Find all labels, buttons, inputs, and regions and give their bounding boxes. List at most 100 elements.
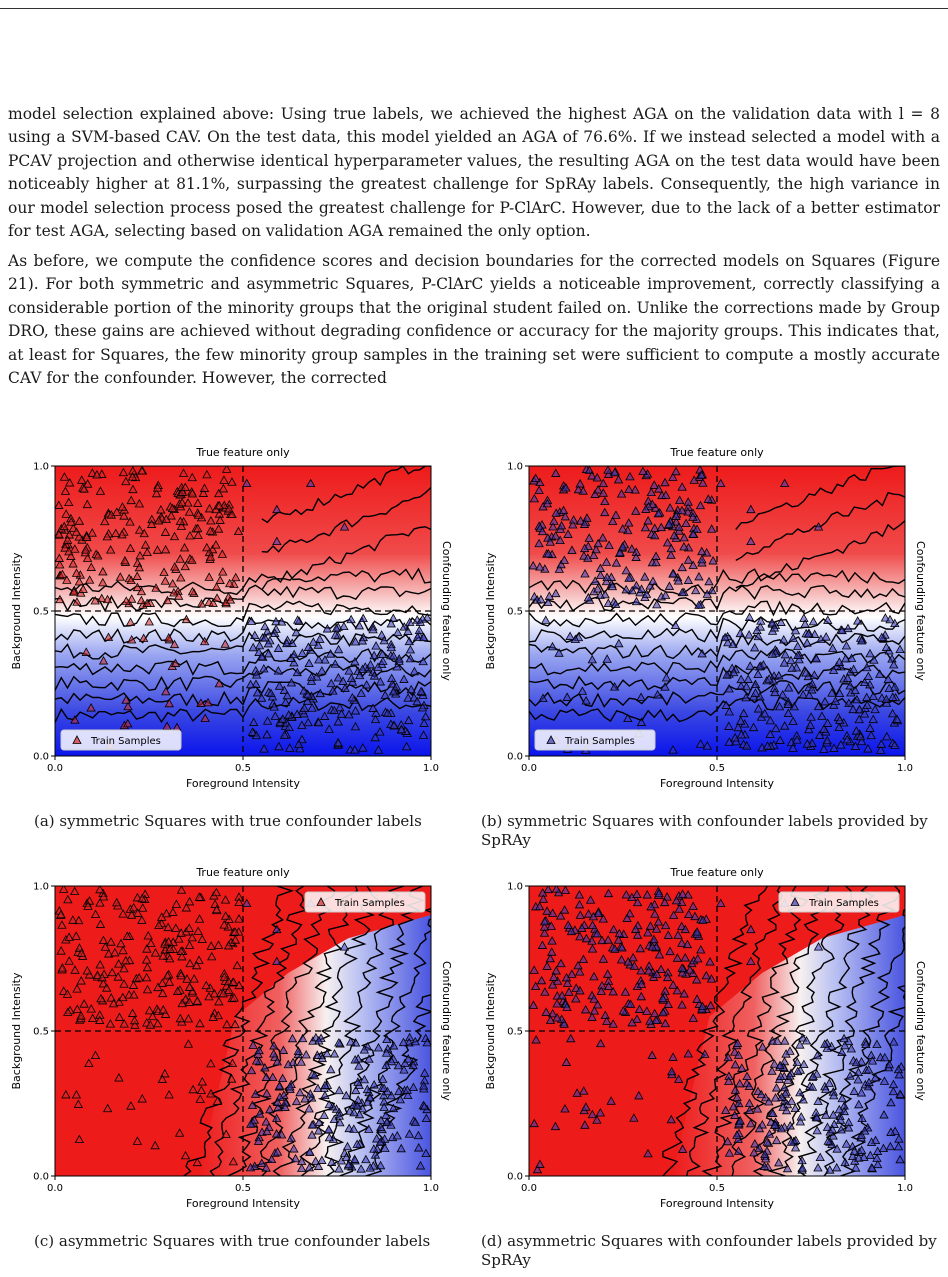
sample-marker xyxy=(266,1154,277,1164)
sample-marker xyxy=(121,695,131,704)
sample-marker xyxy=(841,1139,852,1148)
sample-marker xyxy=(247,727,258,736)
sample-marker xyxy=(785,1046,795,1055)
sample-marker xyxy=(862,692,872,702)
sample-marker xyxy=(176,521,187,530)
sample-marker xyxy=(529,560,538,570)
sample-marker xyxy=(369,1144,379,1153)
sample-marker xyxy=(841,653,851,663)
sample-marker xyxy=(634,1090,644,1100)
sample-marker xyxy=(221,466,232,473)
sample-marker xyxy=(839,1106,849,1116)
sample-marker xyxy=(579,519,590,528)
sample-marker xyxy=(837,1093,847,1103)
sample-marker xyxy=(701,970,711,980)
sample-marker xyxy=(292,615,303,624)
sample-marker xyxy=(666,1114,676,1124)
sample-marker xyxy=(845,1071,855,1080)
sample-marker xyxy=(857,1113,867,1123)
sample-marker xyxy=(716,898,726,907)
sample-marker xyxy=(643,1148,653,1158)
sample-marker xyxy=(567,545,577,554)
sample-marker xyxy=(412,696,422,706)
sample-marker xyxy=(334,1037,344,1047)
sample-marker xyxy=(90,595,100,605)
sample-marker xyxy=(78,584,88,593)
sample-marker xyxy=(212,904,222,914)
sample-marker xyxy=(592,999,603,1009)
sample-marker xyxy=(595,1038,606,1048)
sample-marker xyxy=(79,484,89,493)
sample-marker xyxy=(295,1087,305,1097)
sample-marker xyxy=(157,912,167,921)
sample-marker xyxy=(333,717,343,726)
sample-marker xyxy=(196,1085,207,1095)
sample-marker xyxy=(271,616,281,626)
sample-marker xyxy=(592,472,602,482)
sample-marker xyxy=(666,550,676,559)
sample-marker xyxy=(828,665,839,675)
sample-marker xyxy=(783,699,793,708)
sample-marker xyxy=(677,587,687,597)
sample-marker xyxy=(851,726,862,735)
x-tick-label: 0.0 xyxy=(47,1183,63,1194)
sample-marker xyxy=(362,1097,373,1106)
sample-marker xyxy=(730,1110,740,1119)
sample-marker xyxy=(245,1162,256,1172)
sample-marker xyxy=(589,1006,600,1015)
sample-marker xyxy=(652,969,662,978)
sample-marker xyxy=(62,989,73,998)
sample-marker xyxy=(365,1092,375,1102)
sample-marker xyxy=(677,963,687,972)
sample-marker xyxy=(754,661,765,671)
figure-panel-d: 0.0 0.0 0.5 0.5 1.0 1.0 True feature only Foreg… xyxy=(474,858,948,1218)
sample-marker xyxy=(70,715,80,724)
sample-marker xyxy=(821,1084,831,1093)
sample-marker xyxy=(642,890,652,899)
sample-marker xyxy=(393,1060,404,1070)
sample-marker xyxy=(76,976,86,985)
sample-marker xyxy=(183,1014,194,1023)
sample-marker xyxy=(245,679,256,689)
sample-marker xyxy=(409,666,420,676)
sample-marker xyxy=(548,521,558,531)
sample-marker xyxy=(204,572,214,581)
sample-marker xyxy=(185,958,195,968)
sample-marker xyxy=(156,505,166,514)
sample-marker xyxy=(87,468,97,477)
sample-marker xyxy=(64,546,74,556)
sample-marker xyxy=(888,1086,899,1096)
sample-marker xyxy=(618,524,628,533)
sample-marker xyxy=(636,965,646,975)
sample-marker xyxy=(57,920,67,929)
sample-marker xyxy=(621,565,631,575)
sample-marker xyxy=(220,911,231,920)
sample-marker xyxy=(673,576,684,585)
sample-marker xyxy=(557,990,567,1000)
sample-marker xyxy=(103,632,114,641)
y-tick-label: 1.0 xyxy=(507,462,523,473)
sample-marker xyxy=(693,953,703,963)
sample-marker xyxy=(330,630,341,639)
sample-marker xyxy=(55,594,65,604)
sample-marker xyxy=(742,741,752,750)
sample-marker xyxy=(575,967,585,976)
sample-marker xyxy=(798,1094,808,1104)
legend: Train Samples xyxy=(304,891,426,913)
sample-marker xyxy=(107,967,117,977)
sample-marker xyxy=(880,613,891,622)
sample-marker xyxy=(180,561,190,571)
sample-marker xyxy=(71,527,82,536)
sample-marker xyxy=(119,979,129,988)
sample-marker xyxy=(192,1157,202,1167)
sample-marker xyxy=(317,1155,327,1164)
sample-marker xyxy=(312,1050,322,1059)
panel-title: True feature only xyxy=(195,866,290,879)
sample-marker xyxy=(652,690,663,699)
sample-marker xyxy=(692,975,702,984)
sample-marker xyxy=(364,1054,374,1063)
legend-box xyxy=(304,891,426,913)
sample-marker xyxy=(274,741,284,751)
sample-marker xyxy=(697,648,707,658)
header-rule xyxy=(0,8,948,9)
